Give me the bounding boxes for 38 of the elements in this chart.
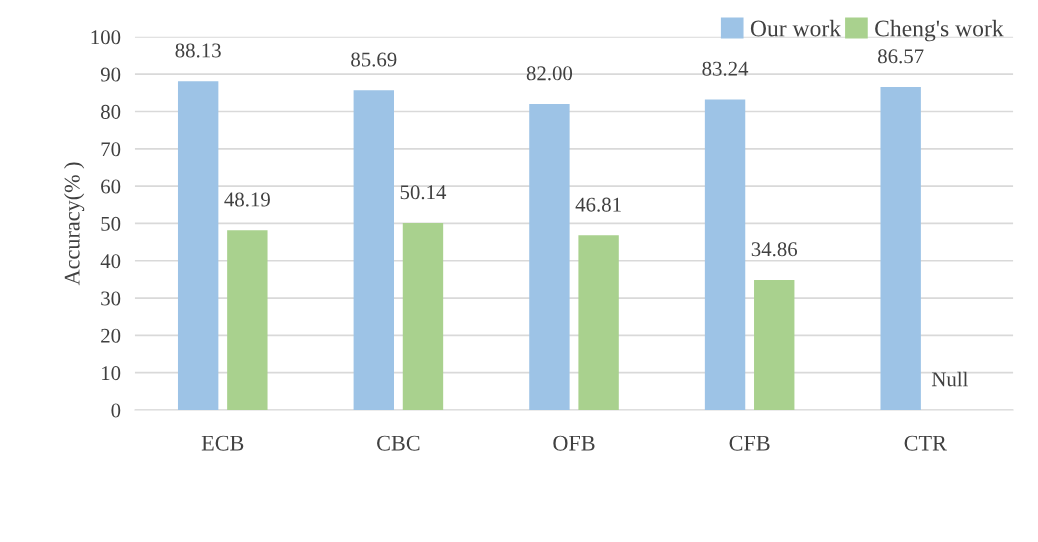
y-tick-label: 0 [111, 403, 121, 418]
y-tick-label: 80 [101, 104, 121, 119]
y-tick-label: 90 [100, 67, 121, 82]
y-tick-label: 50 [101, 216, 121, 231]
data-label: 48.19 [224, 192, 270, 207]
y-tick-label: 30 [101, 291, 121, 306]
x-tick-label: CFB [729, 435, 770, 451]
y-tick-label: 40 [100, 254, 121, 269]
bar [578, 235, 619, 411]
legend-label: Our work [750, 19, 842, 37]
bar [227, 230, 268, 411]
data-label: 82.00 [526, 66, 573, 81]
y-tick-label: 60 [101, 179, 121, 194]
x-tick-label: OFB [553, 435, 595, 451]
data-label: 88.13 [175, 43, 221, 58]
y-tick-label: 20 [101, 328, 121, 343]
x-tick-label: CTR [904, 435, 947, 451]
bar [529, 104, 570, 411]
data-label: 50.14 [400, 185, 447, 200]
text: Null [931, 371, 968, 387]
data-label: 46.81 [575, 197, 621, 212]
bar [880, 86, 921, 411]
bar [177, 81, 219, 411]
x-tick-label: ECB [201, 435, 244, 451]
data-label: 86.57 [878, 49, 924, 64]
bar [353, 90, 394, 411]
data-label: 83.24 [702, 61, 749, 76]
data-label: 34.86 [751, 242, 798, 257]
x-tick-label: CBC [377, 435, 420, 451]
legend-label: Cheng's work [875, 19, 1004, 42]
bar [754, 279, 795, 411]
bar [402, 222, 444, 411]
y-tick-label: 100 [91, 30, 121, 45]
y-tick-label: 10 [102, 366, 121, 381]
y-axis-title: Accuracy(% ) [64, 162, 85, 286]
y-tick-label: 70 [101, 142, 121, 157]
bar [704, 99, 746, 411]
data-label: 85.69 [351, 52, 397, 67]
